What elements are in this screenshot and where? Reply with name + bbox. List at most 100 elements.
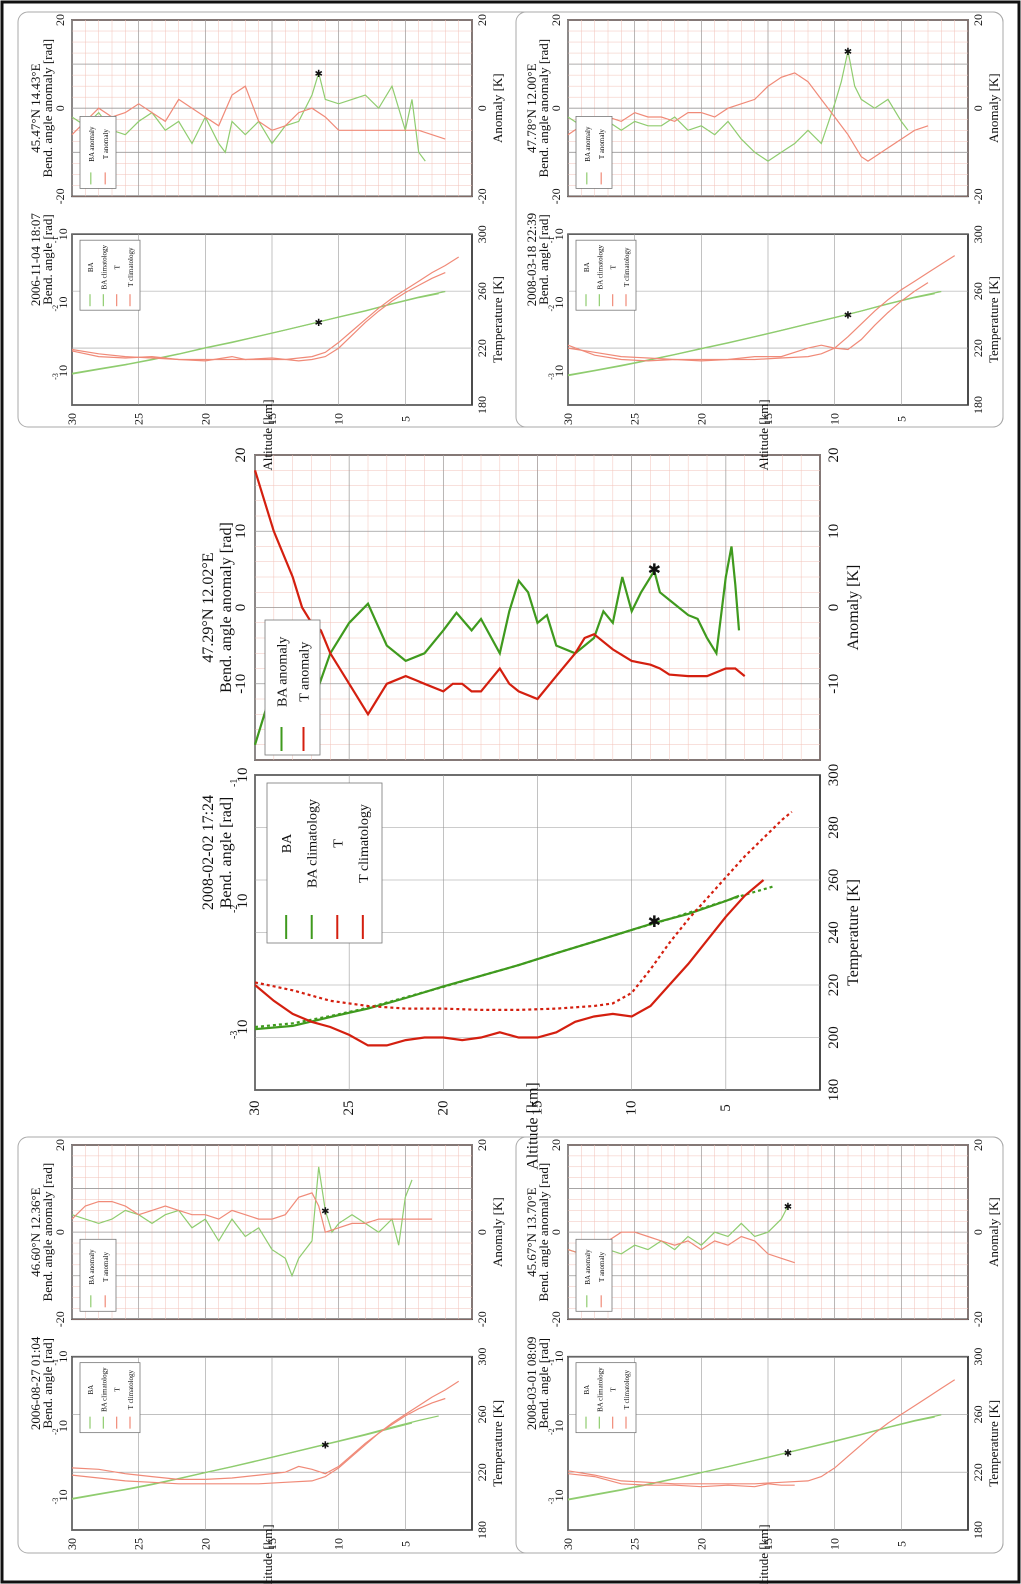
marker-profile: ✱	[314, 318, 322, 329]
altitude-axis-title: Altitude [km]	[756, 399, 771, 470]
temperature-tick-label: 260	[971, 282, 985, 300]
panel-location: 45.47°N 14.43°E	[28, 63, 43, 153]
altitude-axis-title: Altitude [km]	[260, 399, 275, 470]
t-climatology-series	[254, 810, 793, 1011]
bend-angle-tick-exponent: -3	[51, 1498, 60, 1505]
panel-location: 47.78°N 12.00°E	[524, 63, 539, 153]
panel-datetime: 2006-08-27 01:04	[28, 1336, 43, 1430]
bend-angle-tick-label: 10	[552, 1489, 566, 1501]
temperature-tick-label: 180	[971, 1521, 985, 1539]
marker-anomaly: ✱	[844, 47, 852, 58]
anomaly-axis-title: Anomaly [K]	[490, 73, 505, 143]
bend-angle-tick-label: 10	[56, 1351, 70, 1363]
legend-label: BA	[87, 262, 95, 272]
altitude-axis-title: Altitude [km]	[525, 1082, 542, 1170]
legend-label: T anomaly	[598, 1252, 606, 1283]
marker-anomaly: ✱	[784, 1202, 792, 1213]
temperature-tick-label: 220	[971, 1463, 985, 1481]
t-series	[254, 879, 765, 1047]
bend-angle-tick-label: 10	[552, 365, 566, 377]
altitude-tick-label: 20	[198, 1538, 212, 1550]
bend-angle-tick-exponent: -2	[51, 1428, 60, 1435]
temperature-tick-label: 260	[826, 869, 842, 892]
t-climatology-series	[71, 256, 460, 361]
anomaly-tick-label-left: -20	[53, 188, 67, 204]
altitude-tick-label: 20	[694, 413, 708, 425]
bend-angle-tick-exponent: -3	[547, 373, 556, 380]
temperature-tick-label: 260	[475, 282, 489, 300]
temperature-tick-label: 240	[826, 921, 842, 944]
legend-label: T anomaly	[598, 129, 606, 160]
altitude-axis-title: Altitude [km]	[260, 1524, 275, 1584]
temperature-axis-title: Temperature [K]	[845, 879, 862, 986]
legend-label: T climatology	[127, 247, 135, 287]
temperature-tick-label: 300	[475, 225, 489, 243]
anomaly-tick-label-left: 20	[549, 1139, 563, 1151]
bend-angle-tick-exponent: -3	[229, 1031, 240, 1039]
altitude-tick-label: 10	[828, 1538, 842, 1550]
legend-label: T climatology	[357, 804, 372, 883]
marker-profile: ✱	[784, 1448, 792, 1459]
anomaly-tick-label-right: 20	[971, 1139, 985, 1151]
panel-border	[515, 11, 1004, 428]
bend-angle-tick-exponent: -3	[547, 1498, 556, 1505]
ba-series	[254, 894, 740, 1031]
marker-profile: ✱	[844, 310, 852, 321]
legend-label: T climatology	[623, 247, 631, 287]
bend-angle-tick-label: 10	[56, 365, 70, 377]
temperature-tick-label: 180	[475, 396, 489, 414]
legend-label: BA climatology	[306, 799, 321, 888]
legend-label: T anomaly	[102, 129, 110, 160]
anomaly-tick-label-right: 0	[826, 604, 842, 612]
legend-label: BA	[87, 1385, 95, 1395]
temperature-axis-title: Temperature [K]	[490, 1400, 505, 1487]
anomaly-tick-label-right: 20	[475, 1139, 489, 1151]
legend-label: BA anomaly	[584, 126, 592, 162]
temperature-tick-label: 280	[826, 816, 842, 839]
bend-angle-tick-exponent: -1	[51, 237, 60, 244]
temperature-tick-label: 260	[475, 1405, 489, 1423]
bend-angle-tick-label: 10	[56, 297, 70, 309]
ba-anomaly-series	[567, 50, 909, 162]
legend-label: BA	[280, 833, 295, 853]
legend-anomaly	[575, 116, 613, 189]
temperature-tick-label: 220	[475, 1463, 489, 1481]
bend-angle-anomaly-axis-title: Bend. angle anomaly [rad]	[218, 522, 235, 693]
anomaly-tick-label-left: 20	[53, 14, 67, 26]
ba-series	[567, 1416, 935, 1501]
t-anomaly-series	[567, 72, 929, 162]
altitude-tick-label: 25	[132, 1538, 146, 1550]
marker-anomaly: ✱	[648, 562, 661, 579]
anomaly-tick-label-left: 20	[233, 448, 249, 463]
temperature-axis-title: Temperature [K]	[986, 1400, 1001, 1487]
bend-angle-tick-label: 10	[552, 297, 566, 309]
panel-top-left: 30 25 20 15 10 518022026030010-310-210-1-20-2…	[17, 11, 1004, 471]
marker-profile: ✱	[321, 1441, 329, 1452]
t-series	[71, 272, 446, 362]
ba-series	[567, 293, 935, 377]
temperature-tick-label: 200	[826, 1026, 842, 1049]
anomaly-tick-label-right: -20	[475, 1311, 489, 1327]
legend-label: T	[114, 264, 122, 269]
temperature-tick-label: 180	[826, 1079, 842, 1102]
bend-angle-tick-label: 10	[235, 894, 251, 909]
bend-angle-tick-exponent: -3	[51, 373, 60, 380]
panel-datetime: 2006-11-04 18:07	[28, 213, 43, 307]
anomaly-tick-label-left: 20	[53, 1139, 67, 1151]
legend-label: T anomaly	[102, 1252, 110, 1283]
t-climatology-series	[71, 1380, 460, 1485]
bend-angle-axis-title: Bend. angle [rad]	[536, 214, 551, 305]
altitude-tick-label: 5	[894, 1541, 908, 1547]
altitude-tick-label: 5	[398, 1541, 412, 1547]
panel-location: 45.67°N 13.70°E	[524, 1187, 539, 1277]
legend-label: T	[114, 1387, 122, 1392]
anomaly-tick-label-right: 10	[826, 524, 842, 539]
anomaly-tick-label-right: 0	[475, 105, 489, 111]
t-climatology-series	[567, 255, 956, 361]
anomaly-tick-label-left: 0	[233, 604, 249, 612]
anomaly-axis-title: Anomaly [K]	[490, 1197, 505, 1267]
bend-angle-axis-title: Bend. angle [rad]	[536, 1338, 551, 1429]
altitude-tick-label: 15	[265, 1538, 279, 1550]
marker-anomaly: ✱	[321, 1206, 329, 1217]
legend-label: BA anomaly	[584, 1249, 592, 1285]
